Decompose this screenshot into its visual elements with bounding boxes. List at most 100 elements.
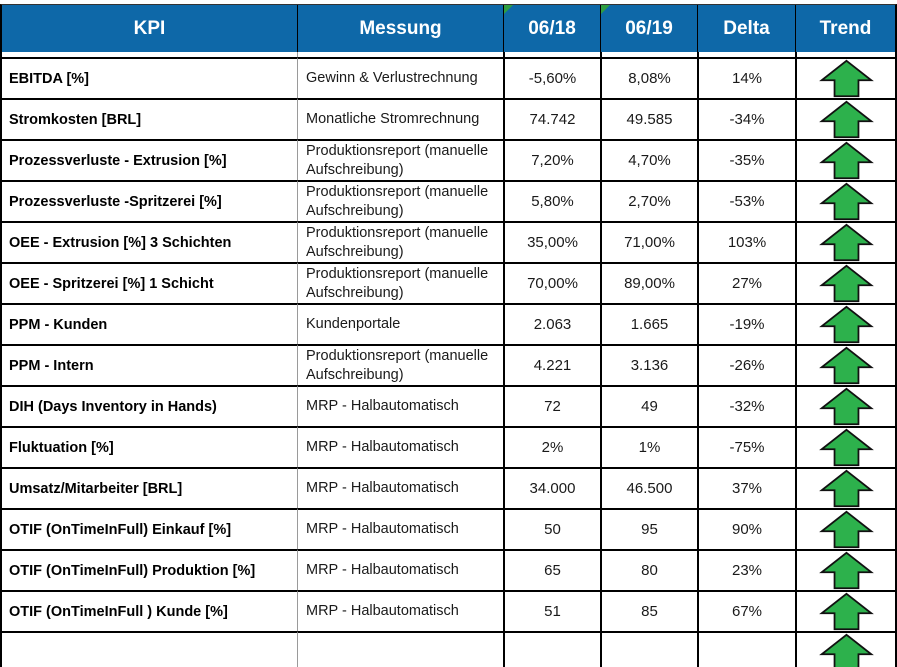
- trend-cell[interactable]: [795, 221, 895, 262]
- messung-cell[interactable]: Gewinn & Verlustrechnung: [297, 57, 503, 98]
- value-0619-cell[interactable]: [600, 631, 697, 667]
- messung-label: MRP - Halbautomatisch: [306, 398, 459, 415]
- kpi-cell[interactable]: Prozessverluste -Spritzerei [%]: [2, 180, 297, 221]
- delta-cell[interactable]: -35%: [697, 139, 795, 180]
- kpi-cell[interactable]: EBITDA [%]: [2, 57, 297, 98]
- value-0618-cell[interactable]: 7,20%: [503, 139, 600, 180]
- trend-cell[interactable]: [795, 262, 895, 303]
- trend-cell[interactable]: [795, 549, 895, 590]
- kpi-cell[interactable]: OEE - Spritzerei [%] 1 Schicht: [2, 262, 297, 303]
- trend-cell[interactable]: [795, 344, 895, 385]
- trend-cell[interactable]: [795, 303, 895, 344]
- delta-cell[interactable]: -53%: [697, 180, 795, 221]
- delta-cell[interactable]: -26%: [697, 344, 795, 385]
- delta-cell[interactable]: 103%: [697, 221, 795, 262]
- value-0619-cell[interactable]: 4,70%: [600, 139, 697, 180]
- column-header-period-0618[interactable]: 06/18: [503, 5, 600, 52]
- trend-cell[interactable]: [795, 508, 895, 549]
- kpi-cell[interactable]: OTIF (OnTimeInFull ) Kunde [%]: [2, 590, 297, 631]
- kpi-label: OEE - Extrusion [%] 3 Schichten: [9, 234, 232, 251]
- kpi-cell[interactable]: DIH (Days Inventory in Hands): [2, 385, 297, 426]
- column-header-period-0619[interactable]: 06/19: [600, 5, 697, 52]
- delta-cell[interactable]: -34%: [697, 98, 795, 139]
- messung-cell[interactable]: Produktionsreport (manuelle Aufschreibun…: [297, 344, 503, 385]
- delta-cell[interactable]: 67%: [697, 590, 795, 631]
- kpi-cell[interactable]: OTIF (OnTimeInFull) Produktion [%]: [2, 549, 297, 590]
- value-0618-cell[interactable]: 72: [503, 385, 600, 426]
- trend-cell[interactable]: [795, 631, 895, 667]
- table-row: OEE - Extrusion [%] 3 Schichten Produkti…: [2, 221, 895, 262]
- value-0619-cell[interactable]: 95: [600, 508, 697, 549]
- trend-cell[interactable]: [795, 467, 895, 508]
- kpi-cell[interactable]: PPM - Intern: [2, 344, 297, 385]
- value-0618-cell[interactable]: 35,00%: [503, 221, 600, 262]
- messung-cell[interactable]: Produktionsreport (manuelle Aufschreibun…: [297, 139, 503, 180]
- value-0618-cell[interactable]: 34.000: [503, 467, 600, 508]
- value-0618-cell[interactable]: 65: [503, 549, 600, 590]
- value-0618-cell[interactable]: [503, 631, 600, 667]
- value-0619-cell[interactable]: 46.500: [600, 467, 697, 508]
- column-header-kpi[interactable]: KPI: [2, 5, 297, 52]
- value-0619-cell[interactable]: 1.665: [600, 303, 697, 344]
- column-header-trend[interactable]: Trend: [795, 5, 895, 52]
- delta-cell[interactable]: -32%: [697, 385, 795, 426]
- delta-cell[interactable]: [697, 631, 795, 667]
- value-0619-cell[interactable]: 89,00%: [600, 262, 697, 303]
- value-0618-cell[interactable]: 2.063: [503, 303, 600, 344]
- messung-cell[interactable]: MRP - Halbautomatisch: [297, 549, 503, 590]
- value-0619-cell[interactable]: 85: [600, 590, 697, 631]
- messung-cell[interactable]: MRP - Halbautomatisch: [297, 426, 503, 467]
- messung-cell[interactable]: Produktionsreport (manuelle Aufschreibun…: [297, 221, 503, 262]
- value-0619-cell[interactable]: 3.136: [600, 344, 697, 385]
- kpi-cell[interactable]: OEE - Extrusion [%] 3 Schichten: [2, 221, 297, 262]
- trend-cell[interactable]: [795, 385, 895, 426]
- messung-cell[interactable]: MRP - Halbautomatisch: [297, 385, 503, 426]
- messung-cell[interactable]: MRP - Halbautomatisch: [297, 590, 503, 631]
- trend-cell[interactable]: [795, 57, 895, 98]
- value-0618-cell[interactable]: 70,00%: [503, 262, 600, 303]
- kpi-cell[interactable]: Prozessverluste - Extrusion [%]: [2, 139, 297, 180]
- messung-cell[interactable]: Produktionsreport (manuelle Aufschreibun…: [297, 262, 503, 303]
- kpi-cell[interactable]: Stromkosten [BRL]: [2, 98, 297, 139]
- delta-cell[interactable]: 37%: [697, 467, 795, 508]
- value-0619-cell[interactable]: 49.585: [600, 98, 697, 139]
- value-0619-cell[interactable]: 80: [600, 549, 697, 590]
- delta-cell[interactable]: 27%: [697, 262, 795, 303]
- messung-cell[interactable]: Produktionsreport (manuelle Aufschreibun…: [297, 180, 503, 221]
- trend-cell[interactable]: [795, 180, 895, 221]
- kpi-cell[interactable]: PPM - Kunden: [2, 303, 297, 344]
- value-0619-cell[interactable]: 71,00%: [600, 221, 697, 262]
- value-0619-cell[interactable]: 49: [600, 385, 697, 426]
- value-0618-cell[interactable]: 50: [503, 508, 600, 549]
- kpi-cell[interactable]: OTIF (OnTimeInFull) Einkauf [%]: [2, 508, 297, 549]
- value-0619-cell[interactable]: 2,70%: [600, 180, 697, 221]
- delta-cell[interactable]: -75%: [697, 426, 795, 467]
- kpi-cell[interactable]: Umsatz/Mitarbeiter [BRL]: [2, 467, 297, 508]
- column-header-messung[interactable]: Messung: [297, 5, 503, 52]
- kpi-cell[interactable]: [2, 631, 297, 667]
- value-0618-cell[interactable]: -5,60%: [503, 57, 600, 98]
- kpi-label: EBITDA [%]: [9, 70, 90, 87]
- kpi-cell[interactable]: Fluktuation [%]: [2, 426, 297, 467]
- trend-cell[interactable]: [795, 139, 895, 180]
- value-0618-cell[interactable]: 74.742: [503, 98, 600, 139]
- delta-cell[interactable]: 90%: [697, 508, 795, 549]
- value-0618-cell[interactable]: 5,80%: [503, 180, 600, 221]
- delta-cell[interactable]: -19%: [697, 303, 795, 344]
- value-0618-cell[interactable]: 51: [503, 590, 600, 631]
- delta-cell[interactable]: 23%: [697, 549, 795, 590]
- messung-cell[interactable]: [297, 631, 503, 667]
- value-0619-cell[interactable]: 8,08%: [600, 57, 697, 98]
- value-0619-cell[interactable]: 1%: [600, 426, 697, 467]
- column-header-delta[interactable]: Delta: [697, 5, 795, 52]
- messung-cell[interactable]: Monatliche Stromrechnung: [297, 98, 503, 139]
- messung-cell[interactable]: Kundenportale: [297, 303, 503, 344]
- trend-cell[interactable]: [795, 590, 895, 631]
- messung-cell[interactable]: MRP - Halbautomatisch: [297, 508, 503, 549]
- trend-cell[interactable]: [795, 98, 895, 139]
- delta-cell[interactable]: 14%: [697, 57, 795, 98]
- messung-cell[interactable]: MRP - Halbautomatisch: [297, 467, 503, 508]
- trend-cell[interactable]: [795, 426, 895, 467]
- value-0618-cell[interactable]: 2%: [503, 426, 600, 467]
- value-0618-cell[interactable]: 4.221: [503, 344, 600, 385]
